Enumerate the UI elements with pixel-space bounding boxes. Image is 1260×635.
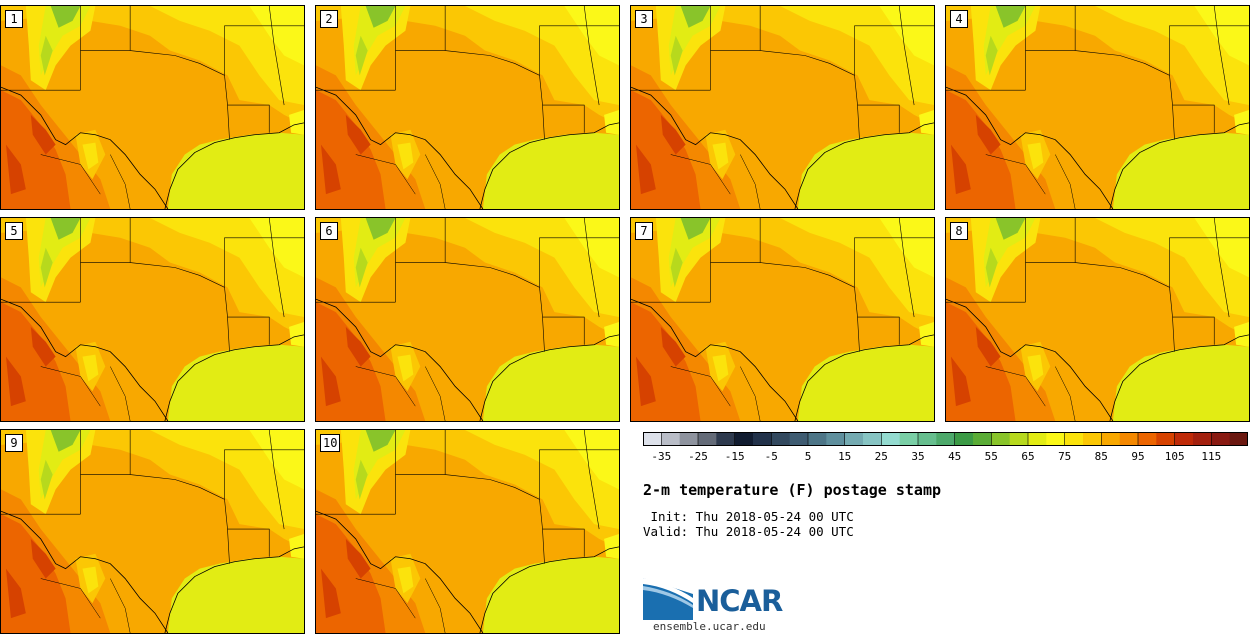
colorbar-swatch [1046,432,1066,446]
colorbar-tick-label: 105 [1164,450,1185,463]
member-number-label: 8 [950,222,968,240]
colorbar-tick-label: 65 [1021,450,1035,463]
colorbar [643,432,1248,446]
temperature-map [316,6,619,209]
colorbar-swatch [954,432,974,446]
ensemble-member-panel: 8 [945,217,1250,422]
colorbar-tick-label: -35 [651,450,672,463]
colorbar-swatch [698,432,717,446]
member-number-label: 3 [635,10,653,28]
colorbar-tick-label: 115 [1201,450,1222,463]
colorbar-tick-label: 75 [1058,450,1072,463]
colorbar-swatch [1028,432,1047,446]
colorbar-tick-label: 5 [804,450,812,463]
colorbar-swatch [643,432,662,446]
colorbar-tick-label: 35 [911,450,925,463]
ensemble-member-panel: 6 [315,217,620,422]
member-number-label: 5 [5,222,23,240]
colorbar-swatch [899,432,919,446]
ncar-logo-text: NCAR [696,584,783,618]
ensemble-member-panel: 3 [630,5,935,210]
ncar-logo-icon [643,578,693,620]
plot-title: 2-m temperature (F) postage stamp [643,481,942,499]
colorbar-swatch [826,432,846,446]
colorbar-swatch [771,432,791,446]
temperature-map [1,218,304,421]
site-url[interactable]: ensemble.ucar.edu [653,620,766,633]
ensemble-member-panel: 10 [315,429,620,634]
colorbar-swatch [808,432,827,446]
colorbar-border [643,432,1248,446]
colorbar-swatch [1083,432,1102,446]
member-number-label: 10 [320,434,341,452]
temperature-map [1,6,304,209]
colorbar-swatch [716,432,736,446]
member-number-label: 2 [320,10,338,28]
member-number-label: 9 [5,434,23,452]
temperature-map [316,430,619,633]
temperature-map [316,218,619,421]
colorbar-swatch [1193,432,1212,446]
colorbar-swatch [844,432,864,446]
colorbar-swatch [734,432,754,446]
init-time: Init: Thu 2018-05-24 00 UTC [643,509,854,524]
ensemble-member-panel: 1 [0,5,305,210]
colorbar-tick-label: 15 [838,450,852,463]
valid-time: Valid: Thu 2018-05-24 00 UTC [643,524,854,539]
colorbar-swatch [1009,432,1029,446]
colorbar-swatch [1211,432,1231,446]
colorbar-swatch [1174,432,1194,446]
temperature-map [631,218,934,421]
colorbar-tick-label: 95 [1131,450,1145,463]
colorbar-swatch [918,432,937,446]
colorbar-tick-label: -25 [688,450,708,463]
colorbar-swatch [881,432,901,446]
colorbar-swatch [863,432,882,446]
member-number-label: 4 [950,10,968,28]
colorbar-tick-label: 55 [984,450,998,463]
colorbar-tick-label: 85 [1094,450,1108,463]
colorbar-swatch [789,432,809,446]
colorbar-swatch [1101,432,1121,446]
ensemble-member-panel: 4 [945,5,1250,210]
member-number-label: 6 [320,222,338,240]
ensemble-member-panel: 5 [0,217,305,422]
ensemble-member-panel: 9 [0,429,305,634]
colorbar-tick-label: 25 [874,450,888,463]
member-number-label: 7 [635,222,653,240]
ensemble-member-panel: 7 [630,217,935,422]
colorbar-swatch [661,432,681,446]
colorbar-swatch [753,432,772,446]
member-number-label: 1 [5,10,23,28]
colorbar-swatch [1064,432,1084,446]
colorbar-swatch [679,432,699,446]
colorbar-swatch [936,432,956,446]
colorbar-tick-label: 45 [948,450,962,463]
colorbar-swatch [973,432,992,446]
temperature-map [1,430,304,633]
colorbar-swatch [991,432,1011,446]
colorbar-swatch [1229,432,1248,446]
temperature-map [946,218,1249,421]
colorbar-swatch [1138,432,1157,446]
colorbar-tick-label: -15 [724,450,745,463]
colorbar-tick-labels: -35 -25 -15 -5 5 15 25 35 45 55 65 75 85 95 105 115 [643,450,1253,466]
colorbar-tick-label: -5 [764,450,778,463]
colorbar-swatch [1156,432,1176,446]
ensemble-member-panel: 2 [315,5,620,210]
colorbar-swatch [1119,432,1139,446]
temperature-map [946,6,1249,209]
temperature-map [631,6,934,209]
